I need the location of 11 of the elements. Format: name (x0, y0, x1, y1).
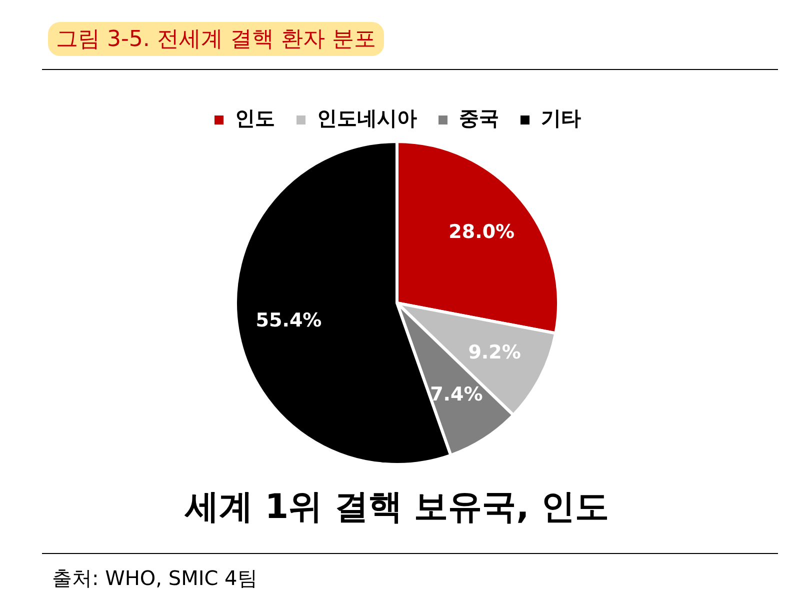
legend-label: 인도네시아 (317, 106, 417, 130)
data-label: 9.2% (468, 341, 521, 364)
chart-title: 그림 3-5. 전세계 결핵 환자 분포 (48, 22, 384, 56)
legend-label: 인도 (235, 106, 275, 130)
legend-label: 기타 (541, 106, 581, 130)
legend-label: 중국 (459, 106, 499, 130)
text: 세계 1위 결핵 보유국, 인도 (184, 486, 610, 529)
data-label: 28.0% (448, 220, 515, 243)
data-label: 55.4% (256, 309, 322, 332)
data-label: 7.4% (430, 383, 483, 406)
source-note: 출처: WHO, SMIC 4팀 (52, 565, 258, 592)
